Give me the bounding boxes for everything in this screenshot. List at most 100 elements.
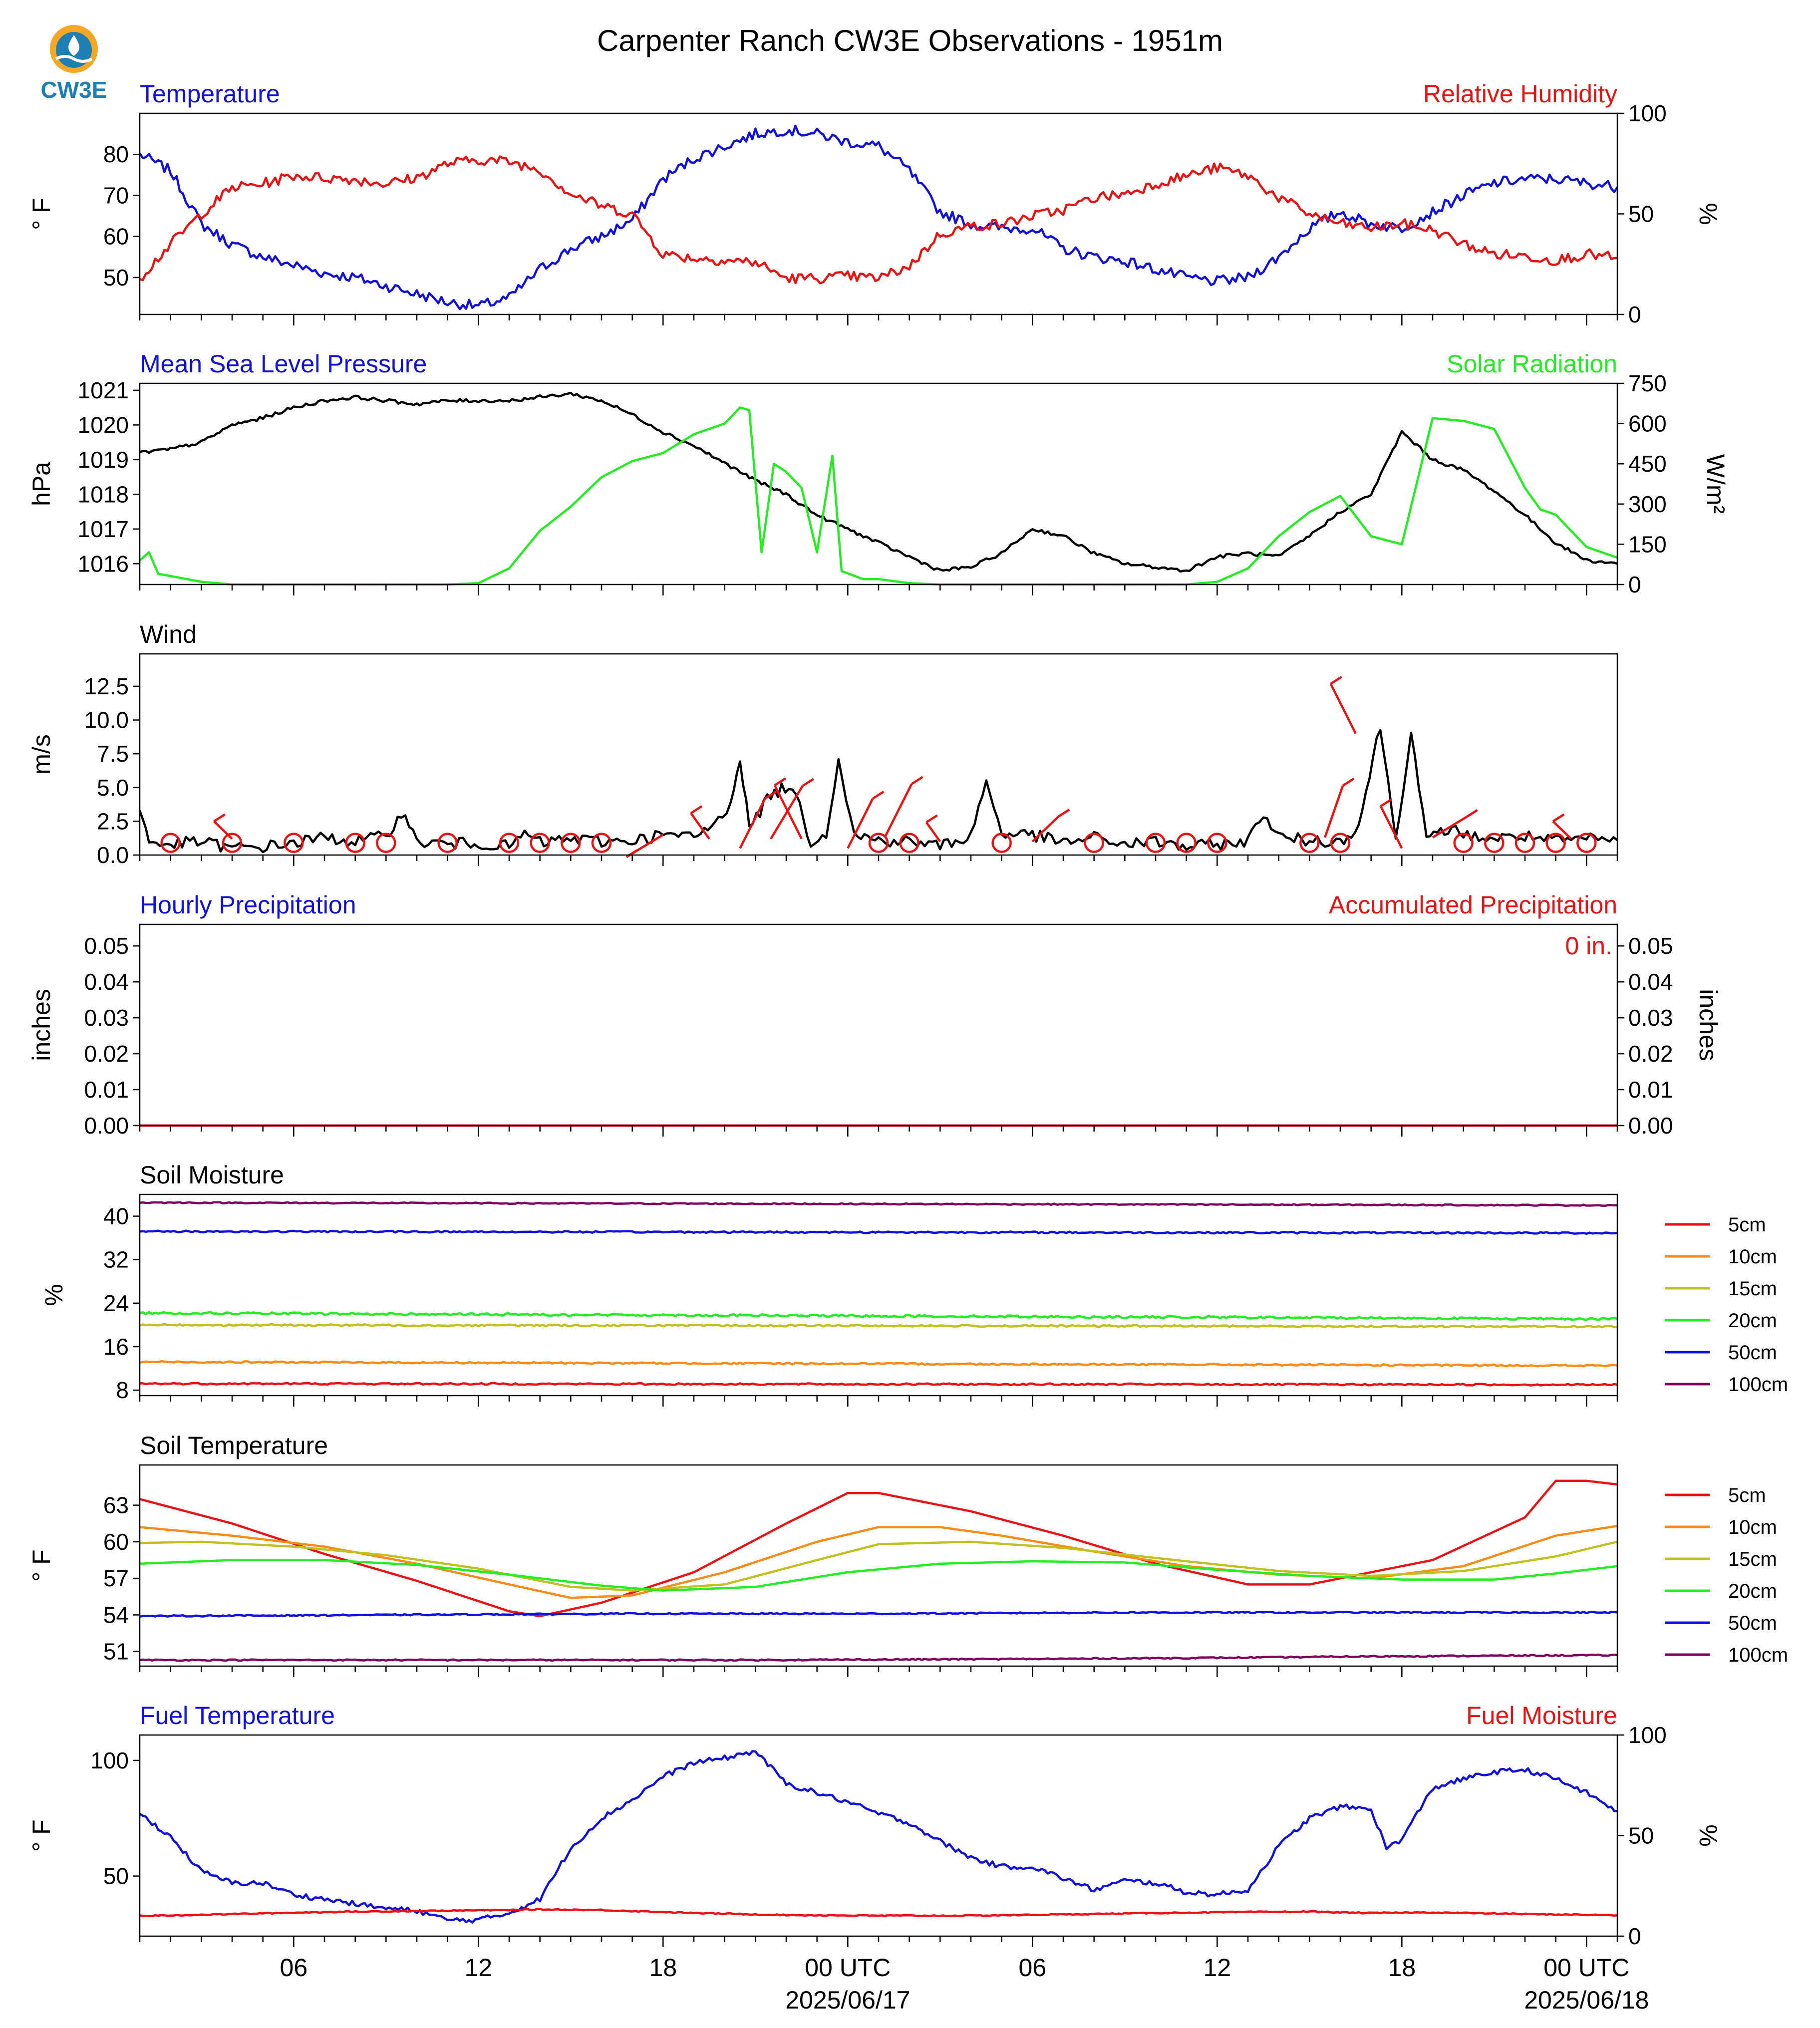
wind-calm-circle: [899, 833, 919, 853]
legend-label: 15cm: [1728, 1278, 1777, 1300]
logo-wave-icon: [55, 55, 93, 63]
legend-label: 50cm: [1728, 1342, 1777, 1364]
y-right-tick-label: 100: [1628, 1722, 1667, 1748]
panel-temp_rh: 50 60 70 80 0 50 100 Temperature Relative Humidi…: [27, 80, 1722, 327]
wind-barb-staff: [1031, 816, 1059, 843]
wind-barb-flag: [213, 813, 226, 823]
wind-barb-staff: [1432, 816, 1467, 839]
y-tick-label: 60: [103, 224, 129, 250]
series-line-red: [139, 1908, 1618, 1918]
series-line-5cm: [139, 1479, 1618, 1618]
legend-label: 100cm: [1728, 1374, 1788, 1396]
legend-label: 100cm: [1728, 1644, 1788, 1666]
y-tick-label: 0.01: [84, 1077, 129, 1103]
y-axis-label: hPa: [27, 462, 55, 506]
plot-frame: [139, 1734, 1618, 1937]
series-line-15cm: [139, 1540, 1618, 1592]
y-tick-label: 0.0: [97, 842, 129, 868]
wind-calm-circle: [345, 833, 365, 853]
series-line-black: [139, 391, 1618, 573]
y-right-tick-label: 0.03: [1628, 1005, 1673, 1031]
wind-calm-circle: [868, 833, 889, 853]
y-axis-label: %: [40, 1284, 68, 1306]
series-line-blue: [139, 124, 1618, 310]
wind-barb-flag: [1466, 809, 1478, 818]
y-right-tick-label: 0: [1628, 1923, 1641, 1949]
y-tick-label: 1018: [78, 481, 129, 507]
y-tick-label: 50: [103, 265, 129, 290]
panel-fuel: 50 100 0 50 100 Fuel Temperature Fuel Moisture…: [27, 1702, 1722, 1949]
y-tick-label: 54: [103, 1602, 129, 1628]
wind-calm-circle: [437, 833, 458, 853]
panel-wind: 0.0 2.5 5.0 7.5 10.0 12.5 Wind m/s: [27, 620, 1618, 868]
series-line-blue: [139, 1750, 1618, 1924]
y-tick-label: 0.04: [84, 969, 129, 995]
panel-title-right: Fuel Moisture: [1466, 1702, 1617, 1730]
wind-barb-flag: [1330, 676, 1342, 685]
series-line-black: [138, 729, 1618, 854]
y-tick-label: 1019: [78, 447, 129, 473]
wind-calm-circle: [284, 833, 304, 853]
panel-title-right: Relative Humidity: [1423, 80, 1617, 108]
wind-barb-staff: [1552, 820, 1572, 840]
wind-calm-circle: [1145, 833, 1166, 853]
wind-calm-circle: [376, 833, 396, 853]
legend-label: 5cm: [1728, 1214, 1766, 1236]
y-axis-label: m/s: [27, 734, 55, 775]
panel-title-left: Wind: [140, 620, 197, 648]
y-right-tick-label: 0: [1628, 301, 1641, 327]
wind-calm-circle: [991, 833, 1012, 853]
y-right-tick-label: 0.00: [1628, 1113, 1673, 1139]
x-tick-label: 00 UTC: [1543, 1954, 1629, 1982]
y-tick-label: 50: [103, 1863, 129, 1889]
wind-barb-flag: [925, 814, 938, 824]
y-axis-label: ° F: [27, 1549, 55, 1581]
y-right-tick-label: 0.04: [1628, 969, 1673, 995]
series-line-20cm: [139, 1311, 1618, 1321]
wind-barb-flag: [690, 805, 703, 815]
series-line-100cm: [139, 1201, 1617, 1207]
panel-soil_temp: 51 54 57 60 63 Soil Temperature ° F 5cm 10cm 15cm…: [27, 1432, 1788, 1677]
legend-label: 20cm: [1728, 1580, 1777, 1602]
y-tick-label: 0.05: [84, 933, 129, 959]
series-line-green: [139, 406, 1618, 586]
wind-calm-circle: [1176, 833, 1197, 853]
wind-barb-flag: [774, 777, 787, 787]
wind-barb-staff: [770, 785, 804, 840]
logo-text: CW3E: [41, 77, 107, 103]
y-tick-label: 0.03: [84, 1005, 129, 1031]
y-axis-label: inches: [27, 989, 55, 1061]
panel-title-left: Soil Moisture: [140, 1161, 284, 1189]
y-right-tick-label: 50: [1628, 1823, 1654, 1849]
y-right-axis-label: %: [1694, 1824, 1722, 1846]
wind-barb-flag: [1380, 798, 1393, 808]
y-right-tick-label: 750: [1628, 370, 1667, 396]
x-tick-label: 12: [1204, 1954, 1231, 1982]
y-tick-label: 80: [103, 141, 129, 167]
y-tick-label: 12.5: [84, 673, 129, 699]
cw3e-logo: CW3E: [41, 25, 107, 103]
x-tick-label: 18: [649, 1954, 677, 1982]
legend-label: 10cm: [1728, 1246, 1777, 1268]
wind-calm-circle: [1545, 833, 1566, 853]
wind-barb-staff: [739, 798, 766, 849]
y-right-tick-label: 0.02: [1628, 1041, 1673, 1067]
x-date-label: 2025/06/17: [785, 1986, 910, 2014]
wind-barb-staff: [884, 783, 913, 838]
y-tick-label: 1021: [78, 377, 129, 403]
y-tick-label: 32: [103, 1247, 129, 1273]
y-right-tick-label: 100: [1628, 100, 1667, 126]
wind-barb-staff: [925, 822, 941, 843]
y-tick-label: 7.5: [97, 741, 129, 767]
wind-barb-flag: [1058, 809, 1070, 818]
y-tick-label: 40: [103, 1203, 129, 1229]
y-right-axis-label: inches: [1694, 989, 1722, 1061]
y-tick-label: 57: [103, 1565, 129, 1591]
panel-title-left: Mean Sea Level Pressure: [140, 350, 427, 378]
series-line-15cm: [139, 1323, 1618, 1329]
wind-barb-staff: [1324, 785, 1344, 838]
series-line-100cm: [139, 1653, 1618, 1662]
y-right-tick-label: 0: [1628, 572, 1641, 597]
